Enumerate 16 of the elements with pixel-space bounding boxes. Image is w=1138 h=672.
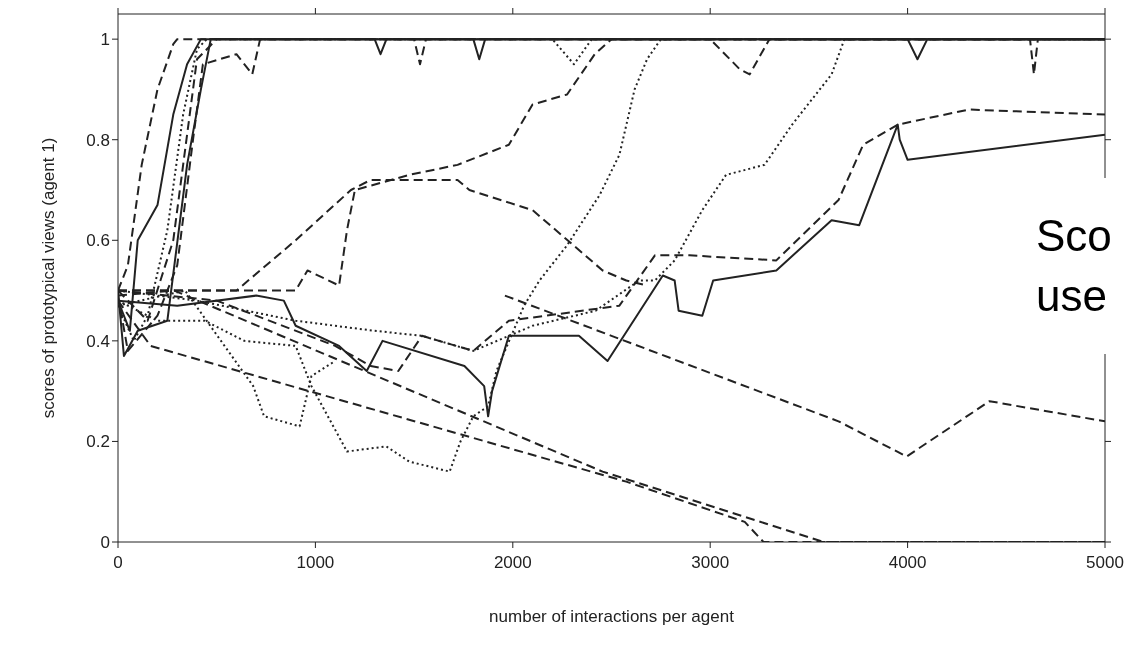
x-tick-label: 1000 [296, 553, 335, 573]
x-tick-label: 5000 [1086, 553, 1124, 573]
annotation: use [1036, 270, 1108, 322]
y-tick-label: 0 [100, 533, 110, 553]
y-tick-label: 0.2 [86, 432, 110, 452]
y-tick-label: 0.4 [86, 331, 110, 351]
x-tick-label: 0 [113, 553, 123, 573]
y-axis-title: scores of prototypical views (agent 1) [39, 137, 59, 419]
x-axis-title: number of interactions per agent [489, 607, 735, 626]
y-tick-label: 0.8 [86, 130, 110, 150]
x-tick-label: 4000 [888, 553, 927, 573]
x-tick-label: 2000 [493, 553, 532, 573]
y-tick-label: 0.6 [86, 231, 110, 251]
y-tick-label: 1 [100, 30, 110, 50]
annotation: Sco [1036, 210, 1113, 262]
x-tick-label: 3000 [691, 553, 730, 573]
